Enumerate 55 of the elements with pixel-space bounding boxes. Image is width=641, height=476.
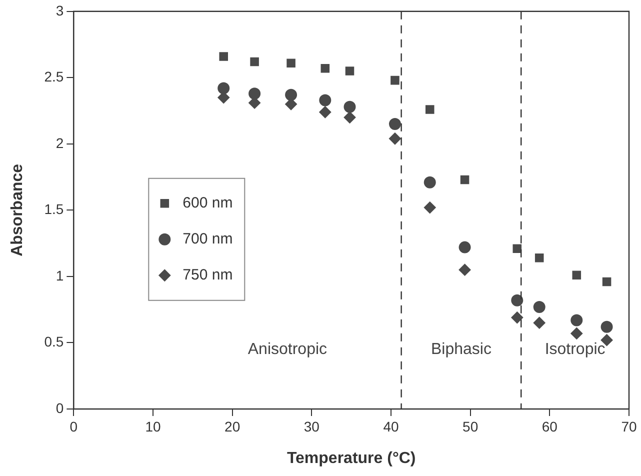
point [512,244,522,254]
y-tick-label: 2 [56,134,64,151]
point [319,94,332,106]
y-axis-title: Absorbance [9,164,26,256]
point [533,300,546,313]
x-tick-label: 0 [70,418,78,434]
point [570,314,583,326]
x-tick-label: 10 [145,418,161,434]
point [424,202,436,214]
point [572,270,582,280]
point [388,132,401,145]
x-tick-label: 30 [304,418,320,434]
point [319,106,332,118]
point [286,58,296,68]
point [248,88,261,100]
y-tick-label: 2.5 [44,68,64,85]
point [425,105,434,114]
legend-label: 600 nm [182,194,233,212]
point [460,175,470,184]
point [320,64,330,73]
point [218,82,230,94]
annotation: Isotropic [544,340,606,358]
point [458,264,471,276]
legend-label: 700 nm [182,230,233,248]
x-tick-label: 40 [383,418,399,434]
x-tick-label: 50 [462,418,478,434]
point [219,52,228,61]
y-tick-label: 1 [56,267,64,284]
x-tick-label: 70 [621,418,637,434]
x-tick-label: 20 [224,418,240,434]
x-axis-title: Temperature (°C) [286,450,416,467]
point [250,57,259,66]
point [511,312,524,324]
point [533,316,546,329]
point [344,111,356,124]
point [344,100,356,113]
point [390,76,400,85]
y-tick-label: 3 [56,2,64,18]
y-tick-label: 0 [56,400,64,416]
annotation: Biphasic [430,340,492,358]
annotation: Anisotropic [248,340,328,358]
point [458,241,471,254]
point [285,88,298,101]
point [345,66,354,76]
x-tick-label: 60 [542,418,558,434]
legend-label: 750 nm [182,266,233,284]
y-tick-label: 0.5 [44,334,64,350]
point [600,320,613,333]
y-tick-label: 1.5 [44,201,64,218]
point [424,176,436,188]
point [534,254,544,262]
point [602,277,612,286]
point [388,118,401,130]
point [570,327,583,340]
point [511,294,524,306]
